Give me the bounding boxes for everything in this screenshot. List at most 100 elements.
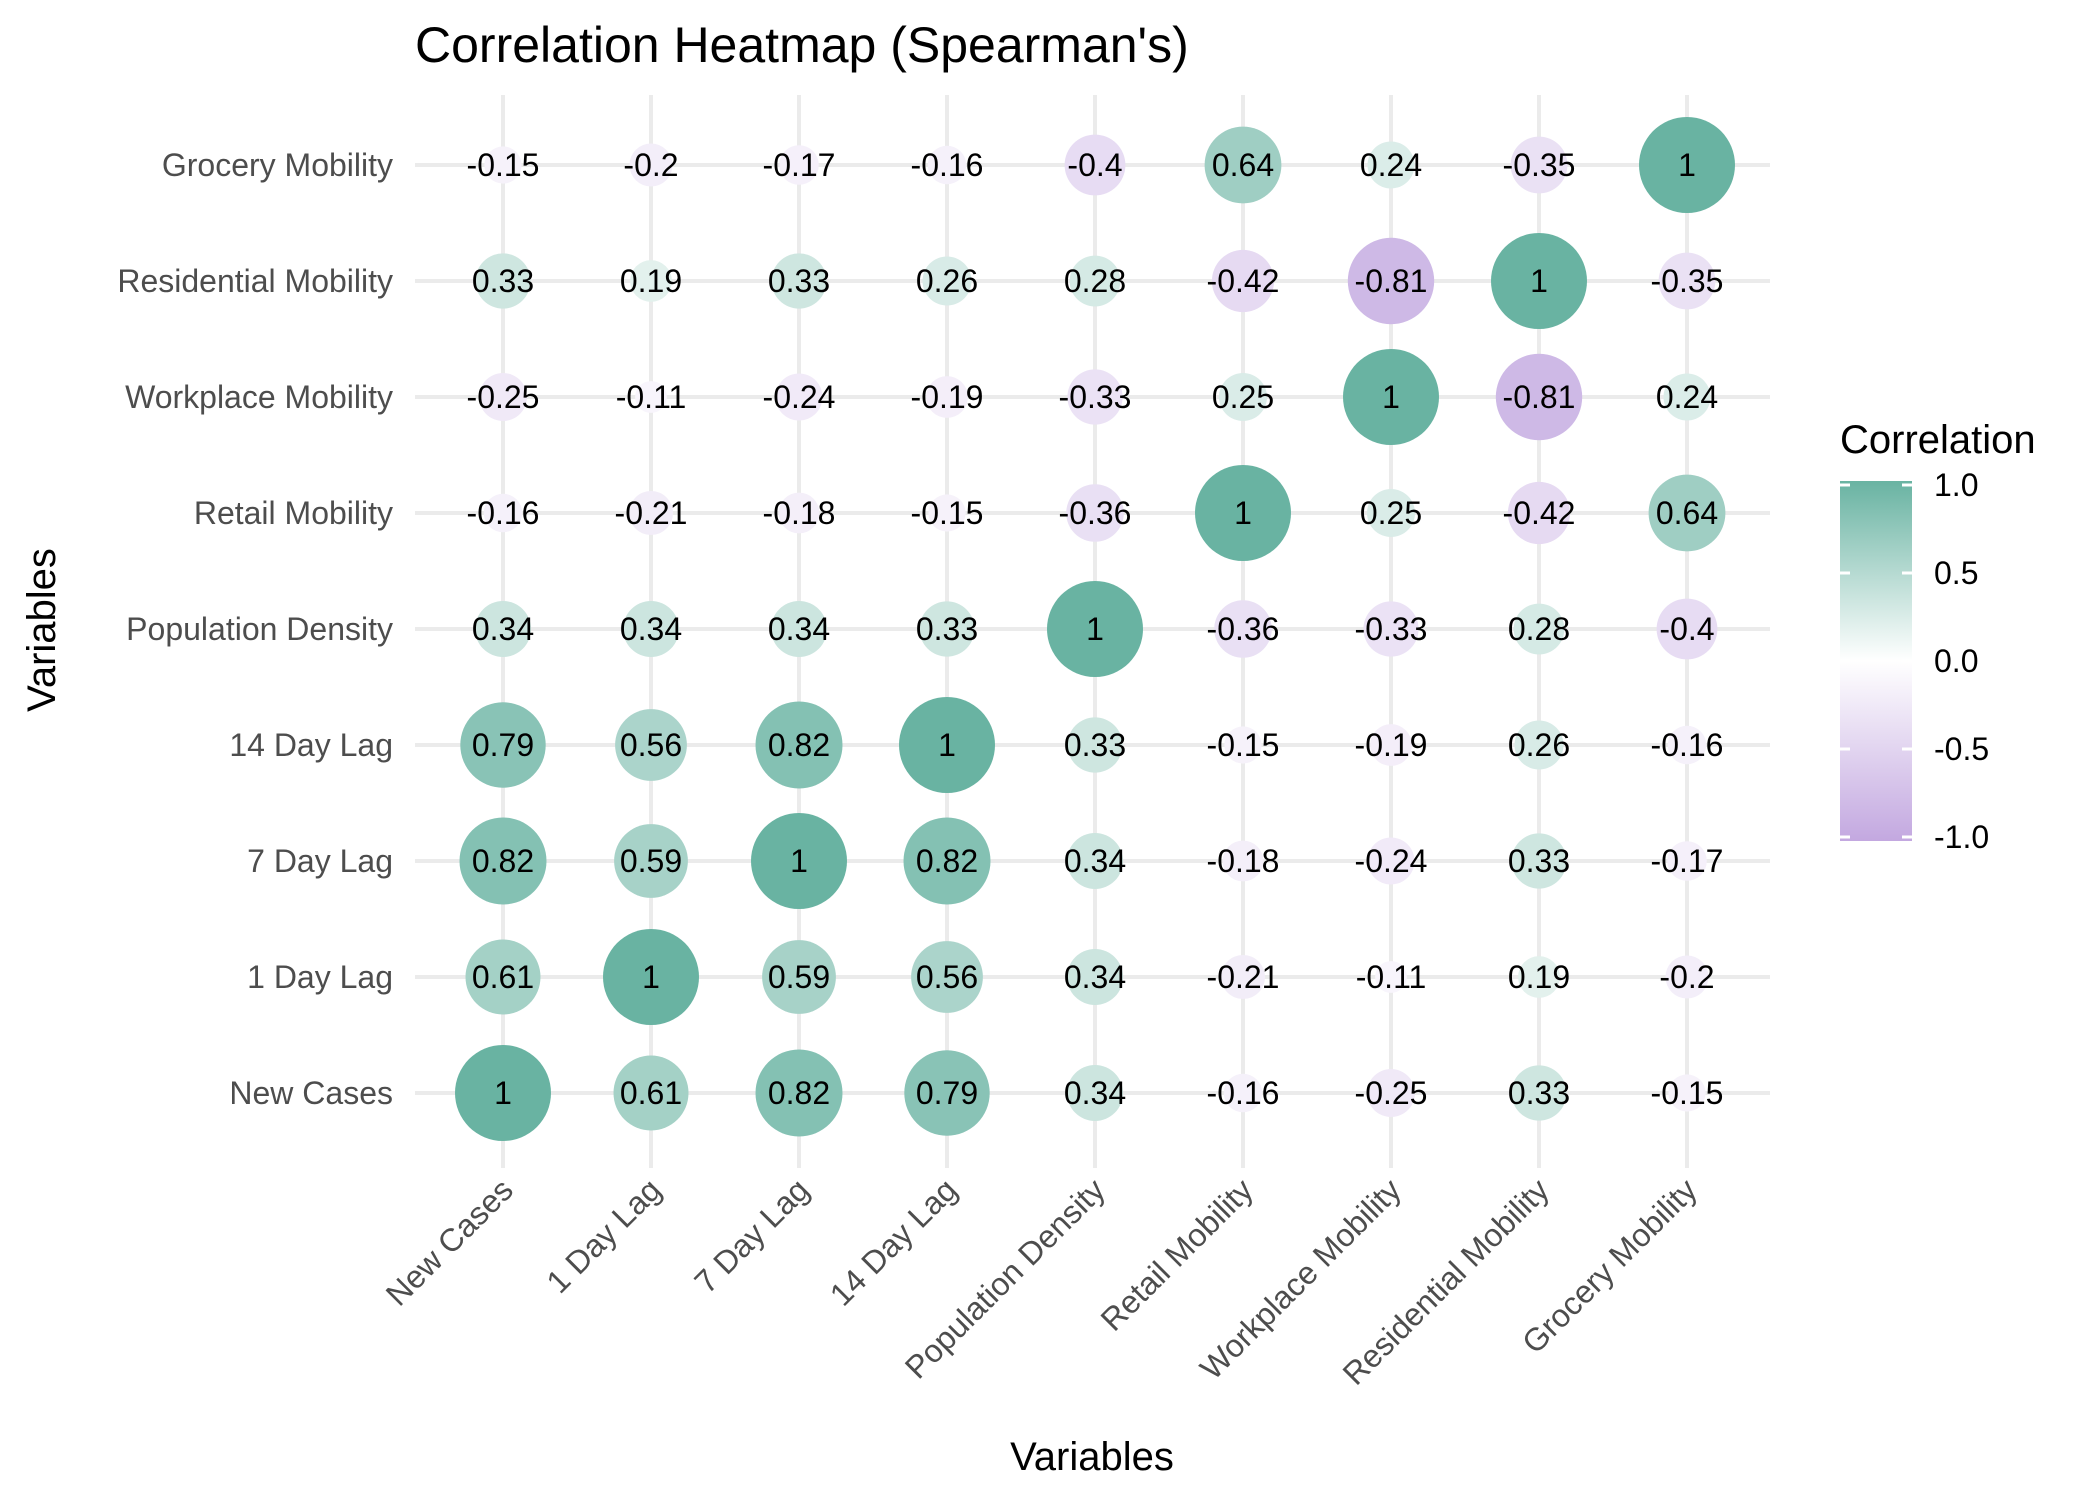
correlation-circle — [1069, 255, 1121, 307]
correlation-circle — [1067, 717, 1123, 773]
correlation-value-label: -0.24 — [763, 379, 836, 415]
correlation-circle — [1367, 837, 1415, 885]
correlation-value-label: -0.16 — [1651, 727, 1724, 763]
correlation-circle — [1219, 373, 1267, 421]
correlation-value-label: 0.56 — [620, 727, 682, 763]
correlation-value-label: -0.33 — [1355, 611, 1428, 647]
correlation-value-label: 0.33 — [1508, 843, 1570, 879]
correlation-circle — [903, 817, 991, 905]
x-tick-label: 1 Day Lag — [539, 1171, 668, 1300]
correlation-circle — [1066, 484, 1124, 542]
correlation-circle — [899, 697, 995, 793]
correlation-circle — [629, 143, 673, 187]
y-tick-label: Residential Mobility — [117, 263, 393, 299]
correlation-circle — [1221, 955, 1265, 999]
correlation-value-label: 1 — [494, 1075, 512, 1111]
correlation-value-label: 0.82 — [916, 843, 978, 879]
x-axis-title: Variables — [1010, 1435, 1174, 1479]
correlation-circle — [1668, 1074, 1706, 1112]
correlation-circle — [1367, 141, 1415, 189]
correlation-value-label: -0.81 — [1355, 263, 1428, 299]
correlation-circle — [479, 373, 527, 421]
correlation-circle — [1067, 1065, 1123, 1121]
correlation-circle — [926, 376, 968, 418]
correlation-circle — [1211, 249, 1275, 313]
correlation-circle — [771, 601, 827, 657]
correlation-value-label: -0.21 — [1207, 959, 1280, 995]
correlation-value-label: -0.4 — [1067, 147, 1122, 183]
correlation-value-label: 0.19 — [620, 263, 682, 299]
correlation-value-label: 0.25 — [1360, 495, 1422, 531]
correlation-circle — [1067, 833, 1123, 889]
correlation-value-label: -0.15 — [911, 495, 984, 531]
correlation-circle — [1665, 955, 1709, 999]
correlation-value-label: 0.26 — [1508, 727, 1570, 763]
correlation-value-label: -0.35 — [1503, 147, 1576, 183]
correlation-value-label: -0.35 — [1651, 263, 1724, 299]
y-tick-label: 7 Day Lag — [247, 843, 393, 879]
correlation-value-label: 0.34 — [768, 611, 830, 647]
correlation-value-label: -0.4 — [1659, 611, 1714, 647]
x-axis-tick-labels: New Cases 1 Day Lag 7 Day Lag 14 Day LagPop… — [379, 1171, 1704, 1391]
correlation-circle — [1224, 726, 1262, 764]
correlation-value-label: -0.15 — [1207, 727, 1280, 763]
correlation-circle — [603, 929, 699, 1025]
correlation-value-label: -0.18 — [1207, 843, 1280, 879]
correlation-value-label: 0.34 — [1064, 959, 1126, 995]
correlation-value-label: 0.26 — [916, 263, 978, 299]
correlation-circle — [1064, 134, 1126, 196]
correlation-circle — [465, 939, 541, 1015]
y-tick-label: New Cases — [229, 1075, 393, 1111]
correlation-value-label: 0.34 — [1064, 1075, 1126, 1111]
correlation-value-label: 0.59 — [620, 843, 682, 879]
correlation-circle — [1370, 724, 1412, 766]
correlation-circle — [1375, 961, 1407, 993]
correlation-circle — [1367, 1069, 1415, 1117]
correlation-circle — [1067, 369, 1123, 425]
correlation-value-label: 0.79 — [916, 1075, 978, 1111]
y-tick-label: Grocery Mobility — [162, 147, 393, 183]
correlation-circle — [1511, 1065, 1567, 1121]
correlation-circle — [762, 940, 836, 1014]
correlation-circle — [1658, 252, 1716, 310]
correlation-circle — [928, 494, 966, 532]
correlation-value-label: 0.64 — [1656, 495, 1718, 531]
correlation-value-label: 0.33 — [768, 263, 830, 299]
correlation-circle — [475, 253, 531, 309]
correlation-value-label: -0.42 — [1207, 263, 1280, 299]
correlation-circle — [1363, 601, 1419, 657]
correlation-circle — [1367, 489, 1415, 537]
correlation-value-label: 1 — [1678, 147, 1696, 183]
correlation-value-label: -0.16 — [911, 147, 984, 183]
correlation-value-labels: 1 0.61 0.82 0.79 0.34 -0.16 -0.25 0.33 -0.15 0.61… — [467, 147, 1724, 1111]
correlation-value-label: -0.11 — [1356, 959, 1427, 995]
correlation-value-label: 0.34 — [1064, 843, 1126, 879]
y-tick-label: Retail Mobility — [194, 495, 393, 531]
correlation-circle — [775, 373, 823, 421]
correlation-value-label: 1 — [1086, 611, 1104, 647]
correlation-value-label: -0.2 — [1659, 959, 1714, 995]
correlation-circle — [1663, 373, 1711, 421]
correlation-value-label: -0.42 — [1503, 495, 1576, 531]
correlation-circle — [455, 1045, 551, 1141]
correlation-value-label: -0.17 — [763, 147, 836, 183]
correlation-value-label: -0.19 — [1355, 727, 1428, 763]
correlation-circle — [1195, 465, 1291, 561]
legend-tick-label: 1.0 — [1934, 467, 1978, 503]
correlation-circle — [755, 1049, 843, 1137]
correlation-circle — [1648, 474, 1726, 552]
correlation-circle — [1514, 720, 1564, 770]
correlation-circle — [475, 601, 531, 657]
legend-tick-label: -0.5 — [1934, 731, 1989, 767]
correlation-circle — [460, 702, 546, 788]
correlation-value-label: -0.25 — [467, 379, 540, 415]
correlation-value-label: -0.17 — [1651, 843, 1724, 879]
correlation-value-label: 0.19 — [1508, 959, 1570, 995]
correlation-circle — [779, 145, 819, 185]
legend-colorbar — [1840, 481, 1912, 841]
correlation-circle — [635, 381, 667, 413]
correlation-value-label: -0.81 — [1503, 379, 1576, 415]
correlation-value-label: -0.19 — [911, 379, 984, 415]
legend-ticks: 1.0 0.5 0.0 -0.5 -1.0 — [1840, 467, 1989, 855]
